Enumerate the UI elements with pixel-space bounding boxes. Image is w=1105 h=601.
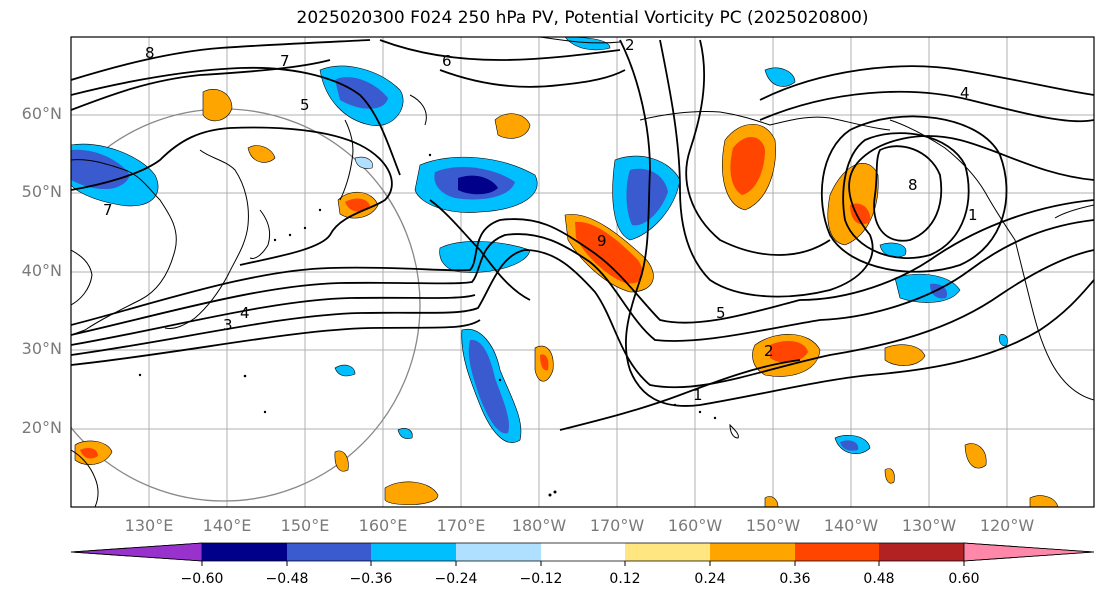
coastlines [71, 37, 1094, 507]
contour-label: 2 [764, 342, 774, 360]
colorbar-tick-label: −0.12 [519, 571, 563, 587]
colorbar-segment [963, 542, 1095, 562]
contour-label: 2 [625, 36, 635, 54]
colorbar-tick-label: 0.48 [863, 571, 895, 587]
colorbar-segment [202, 543, 287, 561]
pv-contours [71, 39, 1094, 431]
lon-label: 180°W [511, 516, 567, 535]
contour-label: 6 [442, 52, 452, 70]
lat-label: 40°N [21, 261, 62, 280]
lat-label: 20°N [21, 418, 62, 437]
contour-label: 5 [716, 304, 726, 322]
colorbar-segment [879, 543, 964, 561]
negative-pv-anomalies [71, 37, 1008, 455]
colorbar-segment [371, 543, 456, 561]
contour-label: 4 [240, 304, 250, 322]
contour-label: 8 [145, 44, 155, 62]
colorbar-tick-label: 0.12 [609, 571, 641, 587]
lon-label: 130°E [124, 516, 174, 535]
colorbar-segment [456, 543, 541, 561]
colorbar-tick-label: −0.36 [349, 571, 393, 587]
lon-label: 140°W [823, 516, 879, 535]
colorbar-tick-label: 0.36 [779, 571, 811, 587]
colorbar-segment [287, 543, 371, 561]
map-title: 2025020300 F024 250 hPa PV, Potential Vo… [296, 8, 869, 28]
colorbar-tick-label: −0.24 [434, 571, 478, 587]
contour-label: 8 [908, 176, 918, 194]
lon-label: 170°E [436, 516, 486, 535]
colorbar-tick-label: 0.60 [948, 571, 980, 587]
colorbar-segment [795, 543, 879, 561]
contour-label: 1 [968, 206, 978, 224]
lon-label: 160°E [358, 516, 408, 535]
colorbar-segment [625, 543, 710, 561]
lon-label: 120°W [979, 516, 1035, 535]
contour-label: 7 [103, 201, 113, 219]
lat-label: 60°N [21, 104, 62, 123]
lon-label: 160°W [667, 516, 723, 535]
lon-label: 150°W [745, 516, 801, 535]
colorbar-tick-label: −0.60 [180, 571, 224, 587]
positive-pv-anomalies [74, 88, 1059, 507]
lon-label: 150°E [280, 516, 330, 535]
colorbar-segment [541, 543, 625, 561]
lon-label: 130°W [901, 516, 957, 535]
colorbar-segment [70, 542, 203, 562]
lat-label: 50°N [21, 182, 62, 201]
contour-label: 5 [300, 96, 310, 114]
contour-label-group: 8 7 6 5 4 3 2 1 7 4 5 8 9 2 1 [103, 36, 978, 404]
colorbar-tick-label: −0.48 [265, 571, 309, 587]
lat-label: 30°N [21, 339, 62, 358]
lon-label: 140°E [202, 516, 252, 535]
colorbar-tick-label: 0.24 [694, 571, 726, 587]
contour-label: 9 [597, 232, 607, 250]
contour-label: 1 [693, 386, 703, 404]
lon-label: 170°W [589, 516, 645, 535]
island-dots [138, 153, 717, 497]
contour-label: 4 [960, 84, 970, 102]
contour-label: 7 [280, 52, 290, 70]
colorbar-segment [710, 543, 795, 561]
map-frame [70, 36, 1095, 508]
colorbar [70, 542, 1095, 566]
contour-label: 3 [223, 316, 233, 334]
